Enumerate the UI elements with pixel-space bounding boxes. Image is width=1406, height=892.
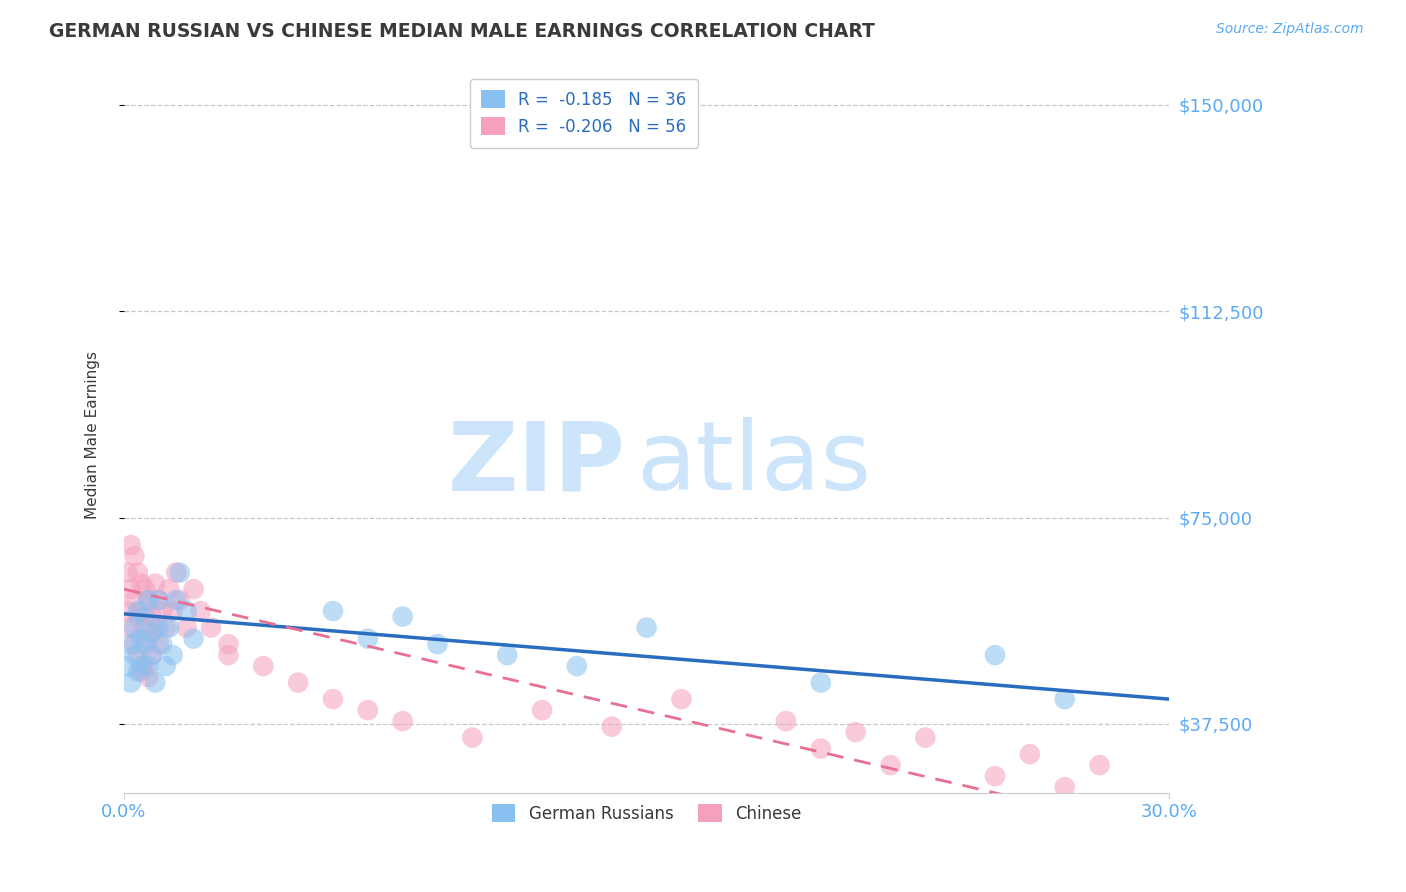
Y-axis label: Median Male Earnings: Median Male Earnings [86,351,100,519]
Point [200,621,222,635]
Point [120,621,142,635]
Point [131,665,153,679]
Point [141,648,163,662]
Point [157,582,180,596]
Point [134,609,156,624]
Point [322,692,344,706]
Point [131,576,153,591]
Point [117,604,139,618]
Text: Source: ZipAtlas.com: Source: ZipAtlas.com [1216,22,1364,37]
Point [169,566,191,580]
Point [134,637,156,651]
Point [131,604,153,618]
Point [775,714,797,728]
Point [141,648,163,662]
Point [426,637,449,651]
Point [190,604,212,618]
Point [496,648,519,662]
Point [1053,692,1076,706]
Point [120,637,142,651]
Point [143,621,166,635]
Point [157,621,180,635]
Point [120,582,142,596]
Point [845,725,868,739]
Point [162,604,184,618]
Legend: German Russians, Chinese: German Russians, Chinese [481,792,813,834]
Point [671,692,693,706]
Point [636,621,658,635]
Point [357,632,380,646]
Point [134,659,156,673]
Point [531,703,554,717]
Point [150,604,173,618]
Point [322,604,344,618]
Point [155,659,177,673]
Point [984,769,1007,783]
Point [136,593,159,607]
Point [252,659,274,673]
Point [217,648,239,662]
Point [165,593,187,607]
Text: GERMAN RUSSIAN VS CHINESE MEDIAN MALE EARNINGS CORRELATION CHART: GERMAN RUSSIAN VS CHINESE MEDIAN MALE EA… [49,22,875,41]
Point [131,632,153,646]
Point [136,670,159,684]
Point [127,609,149,624]
Point [136,659,159,673]
Point [141,626,163,640]
Point [391,714,413,728]
Point [984,648,1007,662]
Point [461,731,484,745]
Point [124,549,146,563]
Point [131,659,153,673]
Point [136,593,159,607]
Point [357,703,380,717]
Point [120,538,142,552]
Point [143,675,166,690]
Text: atlas: atlas [636,417,872,510]
Point [148,593,170,607]
Point [148,593,170,607]
Point [1053,780,1076,794]
Point [1018,747,1040,761]
Point [287,675,309,690]
Point [217,637,239,651]
Point [148,621,170,635]
Point [183,632,205,646]
Point [117,566,139,580]
Point [1088,758,1111,772]
Point [127,604,149,618]
Point [127,566,149,580]
Point [141,609,163,624]
Point [169,593,191,607]
Point [565,659,588,673]
Point [391,609,413,624]
Point [127,648,149,662]
Point [120,675,142,690]
Point [136,632,159,646]
Point [117,659,139,673]
Point [810,675,832,690]
Point [176,604,198,618]
Point [155,621,177,635]
Point [600,720,623,734]
Point [914,731,936,745]
Point [879,758,901,772]
Point [124,593,146,607]
Point [165,566,187,580]
Point [134,582,156,596]
Text: ZIP: ZIP [447,417,626,510]
Point [810,741,832,756]
Point [176,621,198,635]
Point [124,621,146,635]
Point [148,637,170,651]
Point [124,637,146,651]
Point [150,637,173,651]
Point [124,648,146,662]
Point [183,582,205,596]
Point [127,665,149,679]
Point [162,648,184,662]
Point [143,576,166,591]
Point [134,621,156,635]
